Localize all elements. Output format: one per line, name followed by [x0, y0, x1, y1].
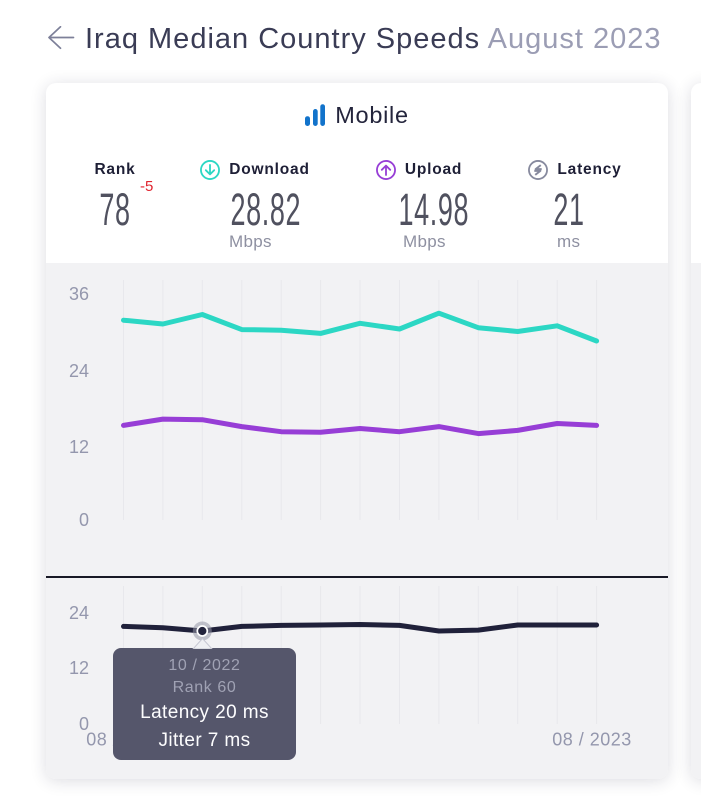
svg-text:36: 36	[69, 284, 89, 304]
svg-text:0: 0	[79, 714, 89, 734]
svg-text:24: 24	[69, 361, 89, 381]
svg-text:24: 24	[69, 603, 89, 623]
svg-text:0: 0	[79, 510, 89, 530]
svg-text:12: 12	[69, 658, 89, 678]
svg-text:08 / 2023: 08 / 2023	[552, 729, 632, 749]
svg-text:12: 12	[69, 437, 89, 457]
